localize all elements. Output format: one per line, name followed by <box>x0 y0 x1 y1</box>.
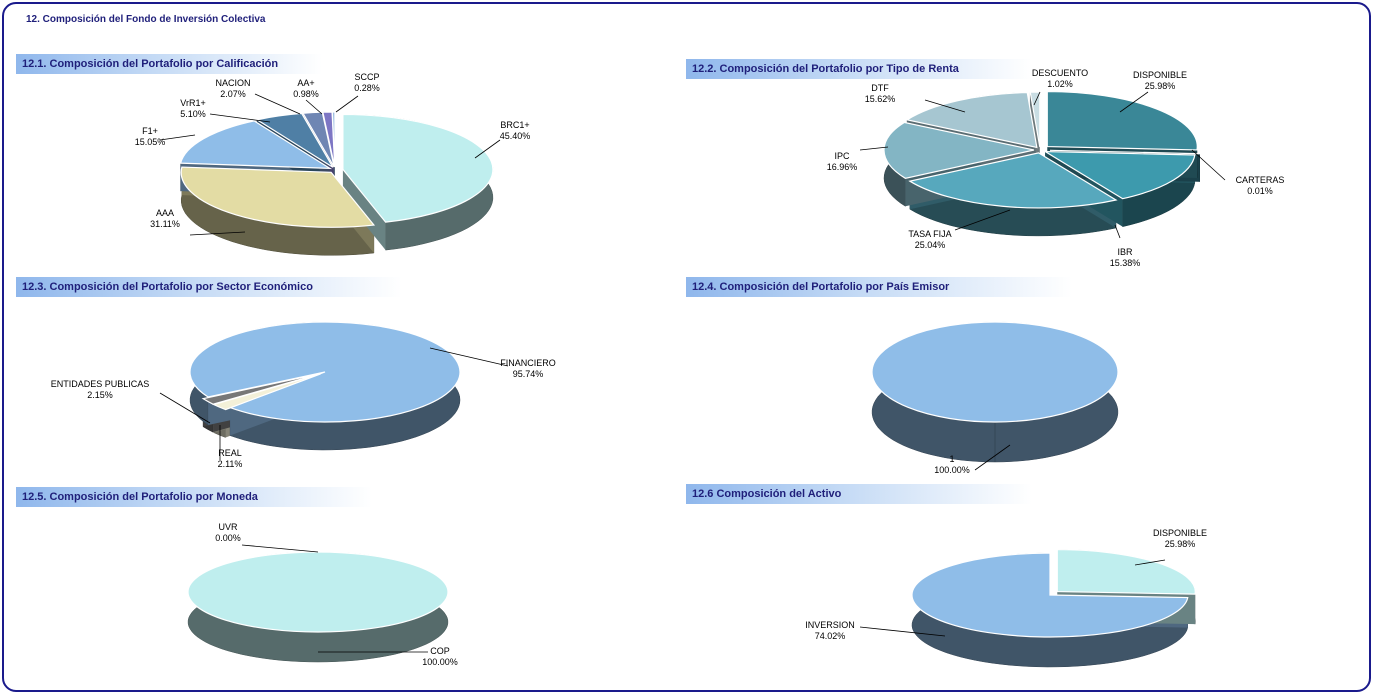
slice-value: 2.07% <box>220 89 246 99</box>
leader-line <box>305 99 323 115</box>
slice-value: 74.02% <box>815 631 846 641</box>
leader-line <box>159 134 196 141</box>
leader-line <box>859 626 946 637</box>
slice-label: FINANCIERO <box>500 358 556 368</box>
leader-line <box>1134 559 1166 566</box>
leader-line <box>974 444 1011 471</box>
slice-value: 0.98% <box>293 89 319 99</box>
slice-value: 100.00% <box>422 657 458 667</box>
slice-value: 0.01% <box>1247 186 1273 196</box>
pie-slice-1-1 <box>342 113 494 223</box>
slice-value: 2.11% <box>218 459 243 469</box>
slice-value: 31.11% <box>150 219 180 229</box>
pie-slice-2-4 <box>908 152 1118 209</box>
pie-slice-2-6 <box>905 91 1038 149</box>
leader-line <box>241 544 319 553</box>
slice-value: 25.98% <box>1165 539 1196 549</box>
leader-line <box>335 95 359 113</box>
slice-value: 100.00% <box>934 465 970 475</box>
leader-line <box>924 99 966 113</box>
slice-label: DISPONIBLE <box>1153 528 1207 538</box>
slice-value: 45.40% <box>500 131 531 141</box>
section-title-tipo-renta: 12.2. Composición del Portafolio por Tip… <box>686 59 1032 79</box>
slice-label: ENTIDADES PUBLICAS <box>51 379 150 389</box>
slice-label: DESCUENTO <box>1032 68 1088 78</box>
leader-line <box>1114 224 1121 239</box>
slice-label: REAL <box>218 448 242 458</box>
slice-label: TASA FIJA <box>908 229 951 239</box>
section-title-calificacion: 12.1. Composición del Portafolio por Cal… <box>16 54 322 74</box>
pie-slice-2-5 <box>883 121 1035 179</box>
leader-line <box>1119 91 1149 113</box>
leader-line <box>254 93 301 115</box>
slice-value: 25.04% <box>915 240 946 250</box>
pie-slice-2-2 <box>1049 149 1201 155</box>
pie-slice-1-7 <box>331 111 336 168</box>
slice-value: 1.02% <box>1047 79 1073 89</box>
slice-label: INVERSION <box>805 620 855 630</box>
slice-label: IBR <box>1117 247 1133 257</box>
leader-line <box>189 231 246 236</box>
slice-label: 1 <box>949 454 954 464</box>
slice-label: BRC1+ <box>500 120 529 130</box>
section-title-moneda: 12.5. Composición del Portafolio por Mon… <box>16 487 372 507</box>
slice-value: 25.98% <box>1145 81 1176 91</box>
leader-line <box>954 209 1011 231</box>
slice-label: VrR1+ <box>180 98 205 108</box>
slice-label: DISPONIBLE <box>1133 70 1187 80</box>
pie-slice-edge <box>342 169 386 251</box>
slice-label: SCCP <box>354 72 379 82</box>
pie-slice-5-2 <box>187 551 449 633</box>
slice-value: 2.15% <box>87 390 113 400</box>
pie-slice-6-2 <box>911 552 1189 638</box>
slice-value: 95.74% <box>513 369 544 379</box>
leader-line <box>429 347 509 367</box>
slice-label: CARTERAS <box>1236 175 1285 185</box>
leader-line <box>1033 91 1041 106</box>
slice-value: 15.62% <box>865 94 896 104</box>
slice-value: 15.05% <box>135 137 166 147</box>
slice-label: IPC <box>834 151 850 161</box>
pie-slice-3-1 <box>189 321 461 423</box>
pie-slice-2-1 <box>1046 90 1198 151</box>
pie-slice-1-4 <box>255 112 334 168</box>
leader-line <box>1191 149 1226 181</box>
main-title: 12. Composición del Fondo de Inversión C… <box>26 14 266 25</box>
section-title-activo: 12.6 Composición del Activo <box>686 484 1032 504</box>
pie-slice-3-3 <box>201 373 321 405</box>
slice-label: F1+ <box>142 126 158 136</box>
pie-slice-4-1 <box>871 321 1119 423</box>
slice-value: 0.00% <box>215 533 241 543</box>
slice-label: NACION <box>215 78 250 88</box>
slice-value: 15.38% <box>1110 258 1141 268</box>
slice-value: 16.96% <box>827 162 858 172</box>
slice-label: UVR <box>218 522 238 532</box>
leader-line <box>209 113 271 123</box>
leader-line <box>159 392 211 424</box>
section-title-sector: 12.3. Composición del Portafolio por Sec… <box>16 277 402 297</box>
pie-slice-2-3 <box>1042 150 1196 200</box>
leader-line <box>474 139 501 159</box>
pie-slice-1-2 <box>180 166 376 228</box>
leader-line <box>859 146 889 151</box>
section-title-pais: 12.4. Composición del Portafolio por Paí… <box>686 277 1072 297</box>
slice-value: 5.10% <box>180 109 206 119</box>
slice-label: DTF <box>871 83 889 93</box>
slice-label: AA+ <box>297 78 314 88</box>
pie-slice-1-3 <box>179 120 333 170</box>
slice-value: 0.28% <box>354 83 380 93</box>
slice-label: COP <box>430 646 450 656</box>
pie-slice-6-1 <box>1056 548 1196 595</box>
slice-label: AAA <box>156 208 174 218</box>
